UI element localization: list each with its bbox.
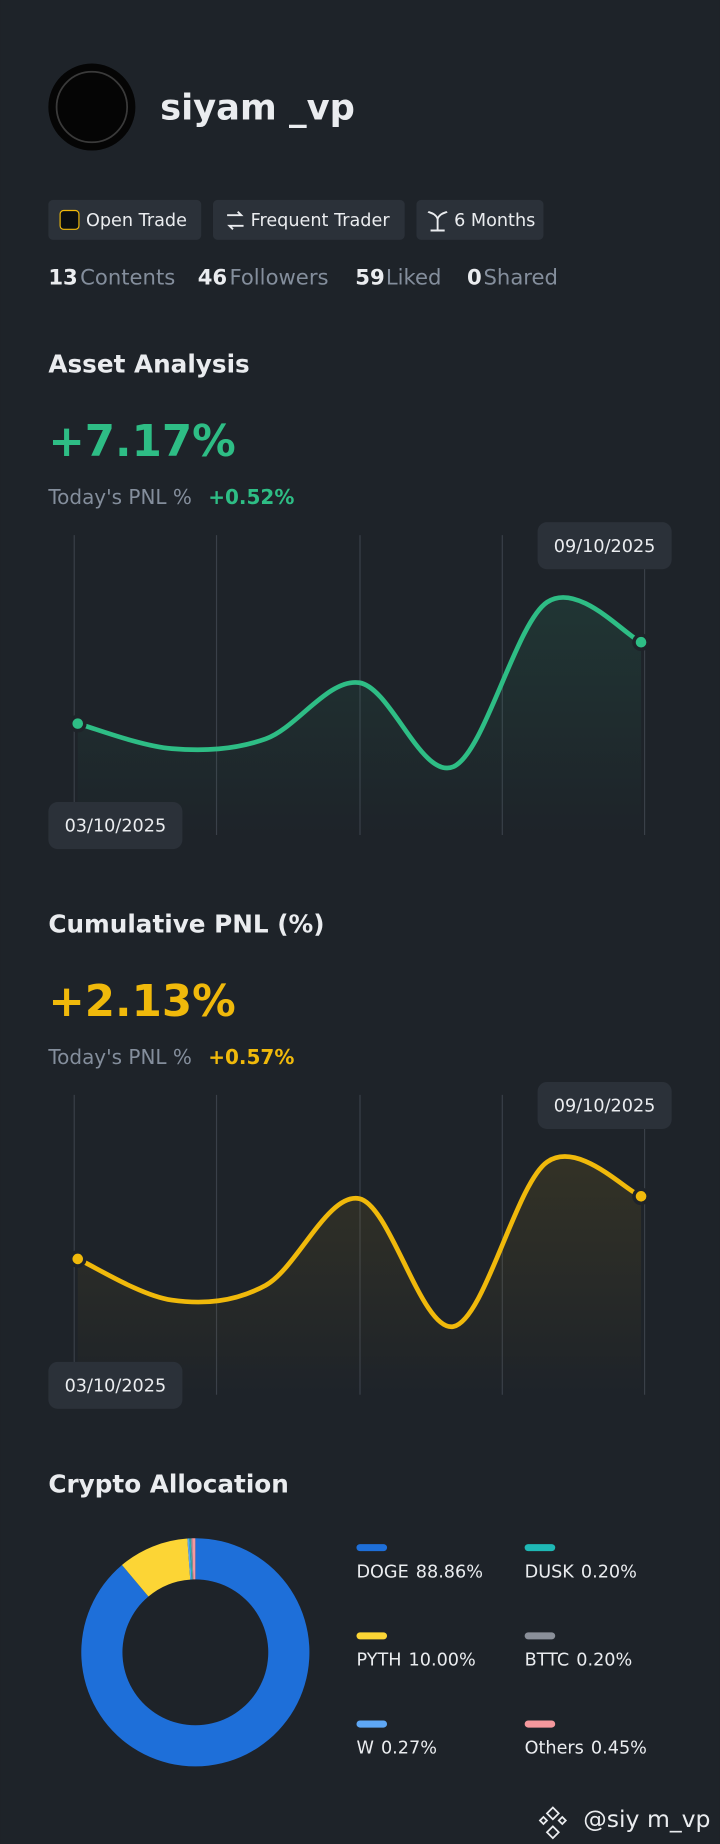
stat-value: 0 <box>467 265 482 290</box>
legend-swatch <box>356 1720 388 1728</box>
stat-label[interactable]: Liked <box>386 265 442 290</box>
watermark-logo <box>538 1806 568 1840</box>
subtitle-value: +0.52% <box>208 485 294 509</box>
legend-swatch <box>524 1632 556 1640</box>
slice <box>81 1538 310 1767</box>
legend-label: PYTH <box>356 1651 401 1671</box>
legend-value: 0.27% <box>381 1739 437 1759</box>
badge-icon <box>227 211 244 230</box>
stat-value: 46 <box>198 265 227 290</box>
badge-label: Open Trade <box>86 211 187 231</box>
slice <box>189 1538 193 1580</box>
badge-label: 6 Months <box>454 211 535 231</box>
badge-label: Frequent Trader <box>251 211 391 231</box>
area <box>77 597 642 835</box>
badge <box>48 199 202 240</box>
legend-value: 0.45% <box>591 1739 647 1759</box>
legend-swatch <box>356 1544 388 1552</box>
date-label: 09/10/2025 <box>554 1097 656 1117</box>
subtitle-value: +0.57% <box>208 1045 294 1069</box>
avatar-ring <box>55 70 129 144</box>
area <box>77 1156 642 1395</box>
date-label: 03/10/2025 <box>65 817 167 837</box>
section-title: Cumulative PNL (%) <box>48 910 324 939</box>
slice <box>187 1538 192 1580</box>
stat-value: 59 <box>355 265 384 290</box>
date-label: 03/10/2025 <box>65 1377 167 1397</box>
point <box>632 1187 650 1206</box>
legend-label: W <box>356 1739 373 1759</box>
headline: +2.13% <box>48 977 235 1027</box>
subtitle-label: Today's PNL % <box>47 1045 192 1069</box>
legend-value: 0.20% <box>576 1651 632 1671</box>
stat-value: 13 <box>48 265 77 290</box>
legend-value: 10.00% <box>409 1651 476 1671</box>
slice <box>192 1538 196 1580</box>
stat-label[interactable]: Contents <box>80 265 175 290</box>
badge-icon <box>59 209 80 230</box>
legend-swatch <box>524 1544 556 1552</box>
stat-label[interactable]: Followers <box>229 265 328 290</box>
badge <box>212 199 405 240</box>
legend-value: 88.86% <box>416 1562 483 1582</box>
date-label: 09/10/2025 <box>554 537 656 557</box>
date-label-box <box>48 802 183 850</box>
legend-label: Others <box>525 1739 584 1759</box>
date-label-box <box>537 522 672 570</box>
point <box>68 714 87 733</box>
headline: +7.17% <box>48 417 235 467</box>
section-title: Asset Analysis <box>48 350 249 379</box>
legend-label: DOGE <box>356 1562 408 1582</box>
line <box>75 1154 644 1329</box>
user-name: siyam _vp <box>160 87 355 128</box>
stat-label[interactable]: Shared <box>483 265 557 290</box>
legend-swatch <box>356 1632 388 1640</box>
date-label-box <box>537 1081 672 1129</box>
legend-label: DUSK <box>525 1562 575 1582</box>
subtitle-label: Today's PNL % <box>47 485 192 509</box>
section-title: Crypto Allocation <box>48 1469 289 1498</box>
point <box>68 1250 87 1268</box>
slice <box>190 1538 194 1580</box>
slice <box>121 1538 191 1597</box>
avatar[interactable] <box>48 63 136 151</box>
badge-icon <box>427 210 448 232</box>
legend-label: BTTC <box>525 1651 570 1671</box>
point <box>632 633 650 652</box>
legend-swatch <box>524 1720 556 1728</box>
badge <box>416 199 544 240</box>
legend-value: 0.20% <box>581 1562 637 1582</box>
line <box>75 595 644 771</box>
watermark: @siy m_vp <box>583 1805 710 1833</box>
date-label-box <box>48 1361 183 1409</box>
